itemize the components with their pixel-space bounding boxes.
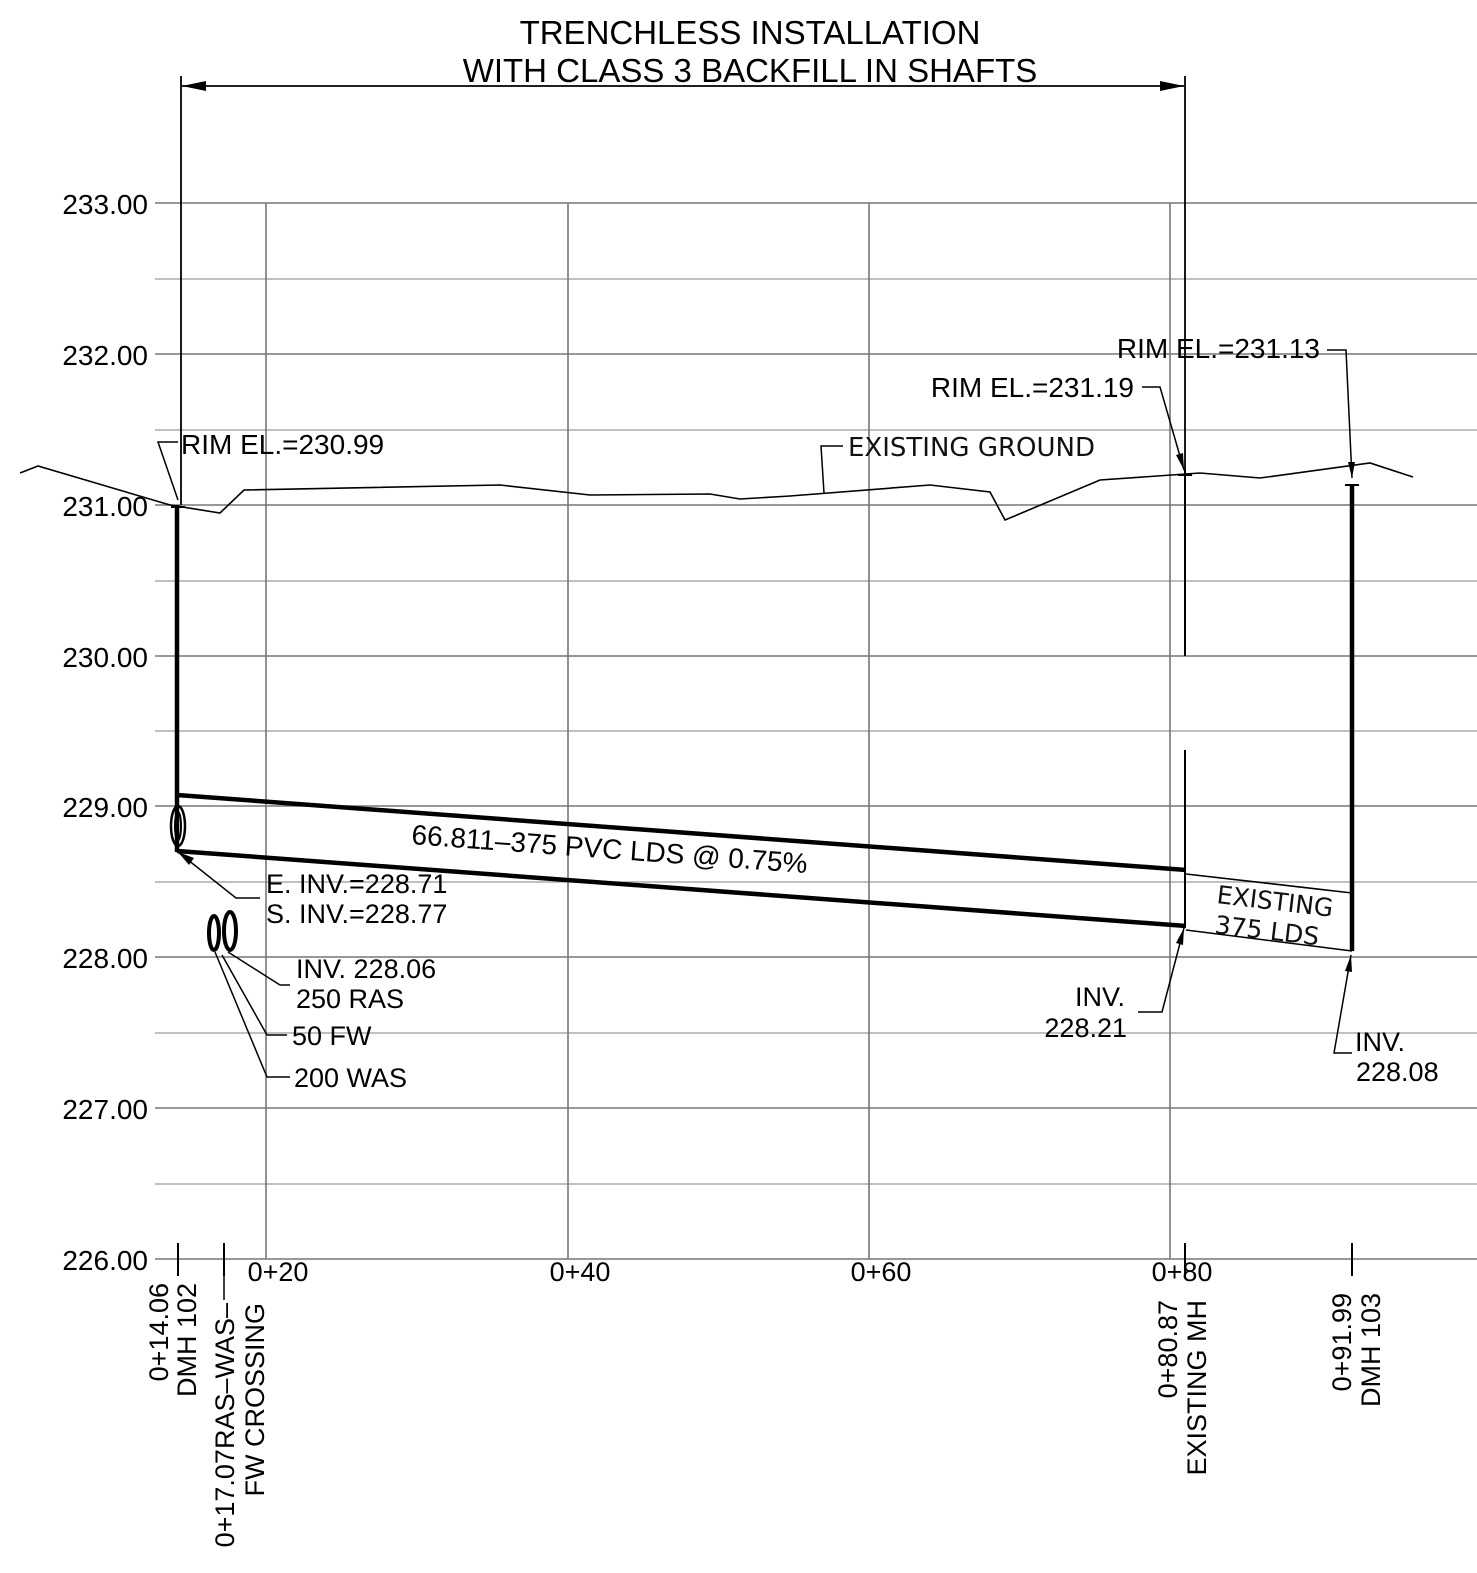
crossing-name: FW CROSSING	[240, 1303, 270, 1497]
extent-arrow-left	[182, 81, 206, 91]
dmh-102-s-inv-label: S. INV.=228.77	[266, 899, 447, 929]
dmh-102-rim-label: RIM EL.=230.99	[181, 429, 384, 460]
existing-mh-inv-value: 228.21	[1044, 1013, 1127, 1043]
dmh-103-inv-arrow	[1345, 955, 1352, 972]
existing-mh-inv-label: INV.	[1075, 982, 1125, 1012]
existing-mh-rim-leader	[1142, 386, 1185, 471]
dmh-102-pipe-opening	[169, 804, 187, 848]
existing-mh-rim-label: RIM EL.=231.19	[931, 372, 1134, 403]
station-ticks	[177, 1243, 1353, 1276]
ras-pipe-symbol	[222, 910, 238, 952]
dmh-102-inv-arrow	[178, 852, 194, 865]
crossing-ras-label: 250 RAS	[296, 984, 404, 1014]
dmh-103-name: DMH 103	[1356, 1293, 1386, 1407]
existing-pipe-bottom	[1185, 929, 1353, 952]
was-leader	[214, 951, 290, 1078]
dmh-102-pipe-opening-inner	[174, 811, 182, 841]
elevation-axis: 233.00 232.00 231.00 230.00 229.00 228.0…	[62, 189, 148, 1276]
ras-leader	[227, 951, 290, 986]
elevation-label: 233.00	[62, 189, 148, 220]
dmh-102-name: DMH 102	[172, 1283, 202, 1397]
utility-crossing: INV. 228.06 250 RAS 50 FW 200 WAS	[207, 910, 436, 1093]
crossing-inv-label: INV. 228.06	[296, 954, 436, 984]
existing-mh-rim-arrow	[1176, 453, 1184, 470]
station-callouts: 0+14.06 DMH 102 0+17.07RAS–WAS– FW CROSS…	[144, 1276, 1386, 1547]
station-label: 0+60	[851, 1257, 912, 1287]
dmh-102: RIM EL.=230.99 E. INV.=228.71 S. INV.=22…	[156, 429, 447, 929]
elevation-label: 232.00	[62, 340, 148, 371]
dmh-103-rim-arrow	[1348, 462, 1355, 478]
station-label: 0+20	[248, 1257, 309, 1287]
existing-pipe-top	[1185, 873, 1353, 894]
dmh-103-inv-value: 228.08	[1356, 1057, 1439, 1087]
title-line-2: WITH CLASS 3 BACKFILL IN SHAFTS	[463, 52, 1038, 89]
crossing-fw-label: 50 FW	[292, 1021, 372, 1051]
dmh-102-station: 0+14.06	[144, 1283, 174, 1381]
elevation-label: 229.00	[62, 792, 148, 823]
dmh-103-rim-label: RIM EL.=231.13	[1117, 333, 1320, 364]
pipe-obvert	[176, 792, 1187, 873]
fw-leader	[221, 954, 287, 1036]
was-pipe-symbol	[207, 914, 221, 952]
station-label: 0+80	[1152, 1257, 1213, 1287]
dmh-102-inv-leader	[177, 851, 260, 899]
elevation-label: 226.00	[62, 1245, 148, 1276]
extent-arrow-right	[1160, 81, 1184, 91]
grid	[155, 202, 1477, 1260]
elevation-label: 227.00	[62, 1094, 148, 1125]
dmh-103: RIM EL.=231.13 INV. 228.08	[1117, 333, 1439, 1087]
dmh-103-station: 0+91.99	[1327, 1293, 1357, 1391]
crossing-was-label: 200 WAS	[294, 1063, 407, 1093]
existing-ground-label: EXISTING GROUND	[848, 433, 1095, 463]
existing-mh-name: EXISTING MH	[1182, 1300, 1212, 1476]
dmh-103-rim-leader	[1327, 349, 1353, 479]
extent-dimension	[180, 76, 1186, 505]
existing-ground-leader	[820, 445, 843, 494]
existing-mh: RIM EL.=231.19 INV. 228.21	[931, 372, 1192, 1043]
existing-pipe: EXISTING 375 LDS	[1185, 873, 1353, 952]
existing-mh-station: 0+80.87	[1153, 1300, 1183, 1398]
station-axis: 0+20 0+40 0+60 0+80	[248, 1257, 1213, 1287]
pipe-invert	[176, 848, 1187, 929]
dmh-102-rim-leader	[156, 441, 179, 501]
dmh-103-inv-leader	[1333, 954, 1352, 1054]
existing-ground-line	[19, 462, 1414, 522]
dmh-102-e-inv-label: E. INV.=228.71	[266, 869, 447, 899]
elevation-label: 228.00	[62, 943, 148, 974]
title-line-1: TRENCHLESS INSTALLATION	[520, 14, 981, 51]
existing-mh-inv-arrow	[1176, 928, 1184, 945]
existing-mh-inv-leader	[1138, 927, 1185, 1013]
crossing-station: 0+17.07RAS–WAS–	[210, 1303, 240, 1547]
station-label: 0+40	[550, 1257, 611, 1287]
dmh-103-inv-label: INV.	[1355, 1027, 1405, 1057]
elevation-label: 231.00	[62, 491, 148, 522]
elevation-label: 230.00	[62, 642, 148, 673]
